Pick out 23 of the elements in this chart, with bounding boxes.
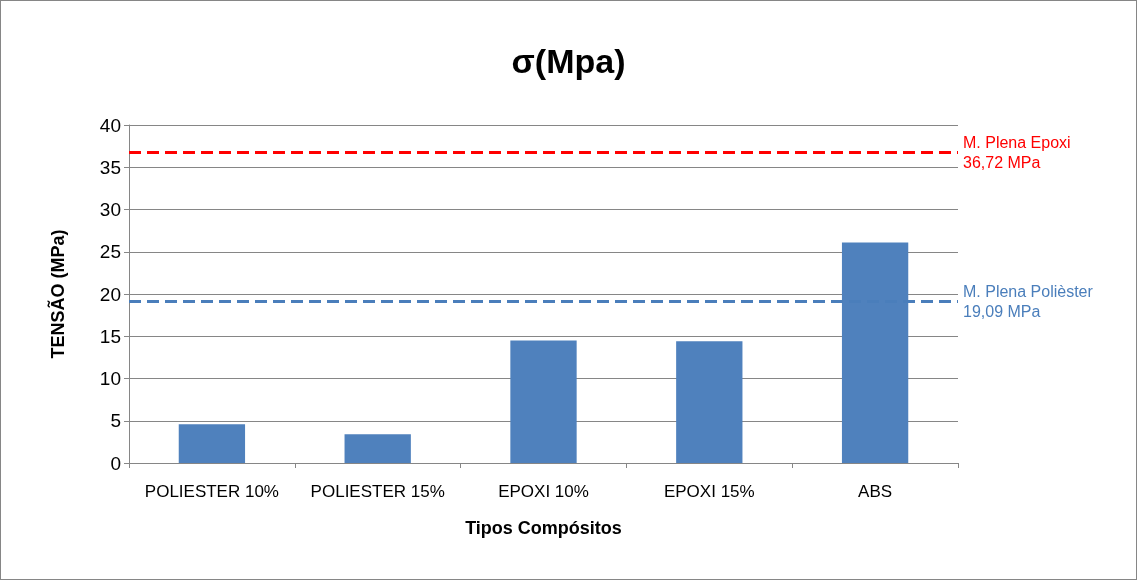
y-tick-label: 30 <box>99 199 121 220</box>
y-tick-label: 25 <box>99 241 121 263</box>
x-tick-label: ABS <box>858 482 893 501</box>
y-tick-label: 5 <box>110 410 121 432</box>
x-tick-label: EPOXI 10% <box>498 482 589 501</box>
y-tick-label: 40 <box>99 114 121 136</box>
x-tick-label: POLIESTER 15% <box>310 482 445 501</box>
bar <box>344 434 411 463</box>
bar <box>676 341 743 463</box>
y-tick-label: 15 <box>99 325 121 347</box>
chart-title: σ(Mpa) <box>511 42 626 80</box>
y-tick-label: 35 <box>99 156 121 178</box>
x-tick-label: POLIESTER 10% <box>144 482 279 501</box>
x-axis-title: Tipos Compósitos <box>465 518 622 538</box>
y-tick-label: 20 <box>99 283 121 305</box>
y-tick-label: 10 <box>99 368 121 389</box>
bar <box>178 424 246 463</box>
y-tick-label: 0 <box>110 452 121 474</box>
ref-line-label: M. Plena Epoxi 36,72 MPa <box>963 134 1071 172</box>
bar <box>510 340 577 463</box>
x-tick-label: EPOXI 15% <box>663 482 755 501</box>
y-axis-title: TENSÃO (MPa) <box>47 229 68 359</box>
ref-line-label: M. Plena Polièster 19,09 MPa <box>963 283 1094 321</box>
